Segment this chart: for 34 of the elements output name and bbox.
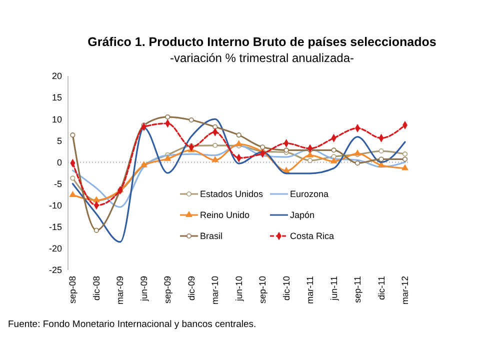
y-tick-label: -25 [48,265,62,276]
x-tick-label: mar-09 [115,276,126,305]
x-tick-label: sep-11 [352,276,363,303]
chart-title: Gráfico 1. Producto Interno Bruto de países seleccionados [88,35,436,49]
legend-label: Japón [290,210,315,220]
legend-label: Brasil [200,231,223,242]
chart-subtitle: -variación % trimestral anualizada- [170,51,354,65]
x-tick-label: sep-10 [258,276,268,304]
y-tick-label: 5 [56,136,62,146]
x-tick-label: jun-09 [138,276,149,302]
y-tick-label: -15 [48,222,62,232]
x-tick-label: dic-10 [281,276,292,301]
x-tick-label: mar-11 [305,276,316,304]
x-tick-label: dic-11 [376,276,386,300]
y-tick-label: 10 [52,114,62,124]
y-tick-label: 20 [52,71,62,82]
x-tick-label: dic-08 [91,276,102,301]
source-note: Fuente: Fondo Monetario Internacional y bancos centrales. [8,319,256,330]
y-tick-label: 0 [56,157,62,168]
x-tick-label: jun-10 [234,276,244,302]
x-tick-label: sep-09 [162,276,173,304]
x-tick-label: dic-09 [186,276,196,301]
y-tick-label: -5 [54,178,62,189]
legend-label: Estados Unidos [200,189,264,200]
x-tick-label: mar-10 [210,276,220,305]
legend-label: Eurozona [290,189,329,200]
legend-label: Costa Rica [290,231,334,242]
x-tick-label: mar-12 [400,276,410,305]
y-tick-label: -20 [48,244,62,254]
y-tick-label: 15 [52,92,62,103]
x-tick-label: sep-08 [68,276,78,304]
legend-label: Reino Unido [200,210,250,220]
x-tick-label: jun-11 [328,276,339,302]
y-tick-label: -10 [48,200,62,210]
